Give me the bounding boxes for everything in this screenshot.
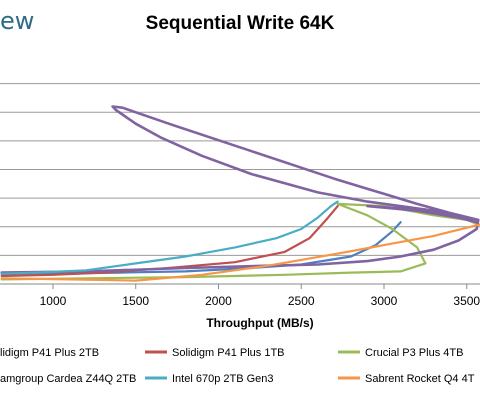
legend-label: Sabrent Rocket Q4 4T xyxy=(365,373,475,385)
series-line xyxy=(0,200,339,275)
series-line xyxy=(0,105,480,274)
x-tick-label: 3500 xyxy=(453,294,480,308)
legend-label: Intel 670p 2TB Gen3 xyxy=(172,373,274,385)
x-tick-label: 2500 xyxy=(288,294,315,308)
x-tick-label: 2000 xyxy=(205,294,232,308)
legend-label: lidigm P41 Plus 2TB xyxy=(0,347,99,359)
legend-label: Solidigm P41 Plus 1TB xyxy=(172,347,285,359)
series-line xyxy=(0,205,339,278)
legend-label: Crucial P3 Plus 4TB xyxy=(365,347,463,359)
site-logo-fragment: ew xyxy=(0,7,35,35)
series-line xyxy=(0,223,480,282)
x-axis-label: Throughput (MB/s) xyxy=(206,316,313,330)
legend-label: amgroup Cardea Z44Q 2TB xyxy=(0,373,136,385)
x-tick-label: 1000 xyxy=(40,294,67,308)
x-tick-label: 1500 xyxy=(122,294,149,308)
chart-title: Sequential Write 64K xyxy=(145,13,335,34)
x-tick-label: 3000 xyxy=(371,294,398,308)
series-line xyxy=(0,202,480,281)
